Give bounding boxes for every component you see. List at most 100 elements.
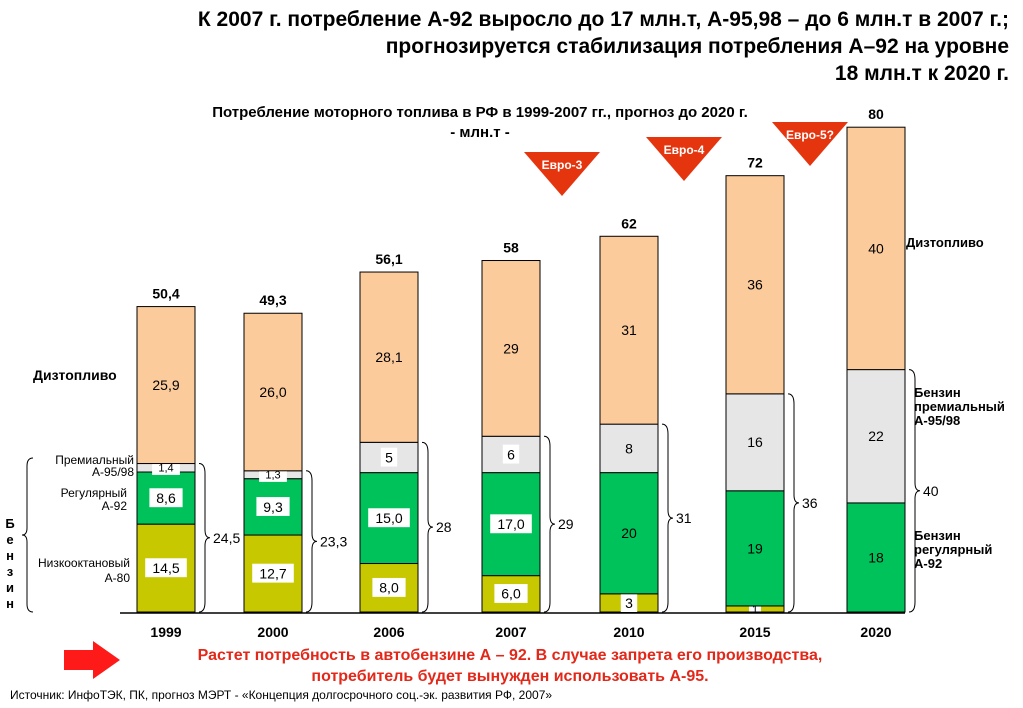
category-label: 2020 (860, 624, 891, 640)
total-label: 58 (503, 240, 519, 256)
value-label: 8 (625, 440, 633, 456)
value-label: 5 (385, 449, 393, 465)
value-label: 1,4 (158, 463, 173, 475)
value-label: 6 (507, 446, 515, 462)
bar-segment-diesel (481, 260, 541, 437)
value-label-box (256, 497, 290, 516)
value-label: 20 (621, 525, 637, 541)
value-label-box (502, 444, 520, 464)
bar-segment-regular (846, 502, 906, 613)
gasoline-total-label: 24,5 (213, 530, 240, 546)
value-label-box (368, 508, 410, 528)
value-label: 18 (868, 549, 884, 565)
value-label-box (372, 577, 406, 597)
headline: К 2007 г. потребление А-92 выросло до 17… (49, 6, 1009, 87)
gasoline-total-label: 31 (676, 510, 692, 526)
right-label-premium: А-95/98 (914, 413, 960, 428)
gasoline-brace (198, 463, 211, 613)
gasoline-total-label: 40 (923, 483, 939, 499)
bar-segment-premium (725, 393, 785, 492)
gasoline-vertical-letter: и (6, 580, 14, 595)
bar-segment-premium (599, 423, 659, 474)
footer-line-2: потребитель будет вынужден использовать … (311, 668, 709, 685)
euro-badge-icon (524, 152, 600, 196)
value-label-box (149, 488, 183, 508)
gasoline-vertical-letter: н (6, 548, 14, 563)
value-label: 15,0 (375, 510, 402, 526)
value-label-box (749, 606, 761, 612)
value-label-box (620, 593, 638, 613)
left-label-diesel: Дизтопливо (33, 367, 117, 383)
gasoline-vertical-letter: Б (5, 516, 14, 531)
total-label: 56,1 (375, 251, 402, 267)
footer-conclusion: Растет потребность в автобензине А – 92.… (125, 645, 895, 687)
value-label: 16 (747, 434, 763, 450)
value-label: 31 (621, 322, 637, 338)
bar-segment-premium (359, 441, 419, 474)
value-label-box (380, 447, 398, 467)
left-label-premium: Премиальный (55, 453, 134, 467)
right-label-diesel: Дизтопливо (906, 235, 984, 250)
gasoline-total-label: 29 (558, 516, 574, 532)
value-label-box (490, 514, 532, 534)
euro-badge-label: Евро-3 (542, 158, 583, 172)
headline-line-2: прогнозируется стабилизация потребления … (385, 35, 1009, 58)
bar-segment-diesel (359, 271, 419, 443)
value-label: 19 (747, 540, 763, 556)
category-label: 2006 (373, 624, 404, 640)
gasoline-vertical-letter: з (7, 564, 14, 579)
bar-segment-regular (599, 472, 659, 595)
footer-line-1: Растет потребность в автобензине А – 92.… (197, 647, 823, 664)
left-label-premium: А-95/98 (92, 465, 134, 479)
gasoline-total-label: 36 (802, 495, 818, 511)
right-label-regular: Бензин (914, 528, 961, 543)
total-label: 49,3 (259, 292, 286, 308)
gasoline-brace (305, 470, 318, 613)
gasoline-total-label: 23,3 (320, 533, 347, 549)
source-note: Источник: ИнфоТЭК, ПК, прогноз МЭРТ - «К… (10, 688, 553, 702)
value-label: 1,3 (265, 470, 280, 482)
bar-segment-diesel (846, 126, 906, 371)
bar-segment-diesel (243, 312, 303, 472)
headline-line-1: К 2007 г. потребление А-92 выросло до 17… (197, 8, 1009, 31)
right-label-regular: регулярный (914, 542, 992, 557)
gasoline-vertical-letter: н (6, 596, 14, 611)
right-label-premium: премиальный (914, 399, 1005, 414)
value-label-box (252, 563, 294, 583)
category-label: 2010 (613, 624, 644, 640)
left-label-regular: Регулярный (61, 486, 127, 500)
gasoline-brace (661, 423, 674, 613)
headline-line-3: 18 млн.т к 2020 г. (834, 62, 1009, 85)
value-label: 22 (868, 428, 884, 444)
total-label: 50,4 (152, 286, 179, 302)
chart-title: Потребление моторного топлива в РФ в 199… (100, 103, 860, 143)
value-label: 25,9 (152, 377, 179, 393)
bar-segment-regular (725, 490, 785, 607)
chart-title-line-2: - млн.т - (450, 124, 510, 141)
bar-segment-diesel (725, 175, 785, 395)
category-label: 2000 (257, 624, 288, 640)
gasoline-brace (421, 441, 434, 613)
value-label: 12,7 (259, 565, 286, 581)
category-label: 2015 (739, 624, 770, 640)
category-label: 2007 (495, 624, 526, 640)
bar-segment-diesel (599, 235, 659, 425)
gasoline-vertical-letter: е (6, 532, 13, 547)
gasoline-brace (787, 393, 800, 613)
value-label: 6,0 (501, 586, 521, 602)
value-label-box (494, 584, 528, 603)
value-label: 9,3 (263, 499, 283, 515)
bar-segment-diesel (136, 306, 196, 465)
left-label-regular: А-92 (102, 499, 128, 513)
left-label-lowoctane: А-80 (105, 571, 131, 585)
euro-badge-label: Евро-4 (664, 143, 705, 157)
value-label: 26,0 (259, 384, 286, 400)
total-label: 62 (621, 215, 637, 231)
value-label: 29 (503, 340, 519, 356)
value-label: 36 (747, 277, 763, 293)
total-label: 72 (747, 155, 763, 171)
value-label-box (145, 558, 187, 578)
gasoline-brace (543, 435, 556, 613)
left-label-lowoctane: Низкооктановый (38, 556, 130, 570)
